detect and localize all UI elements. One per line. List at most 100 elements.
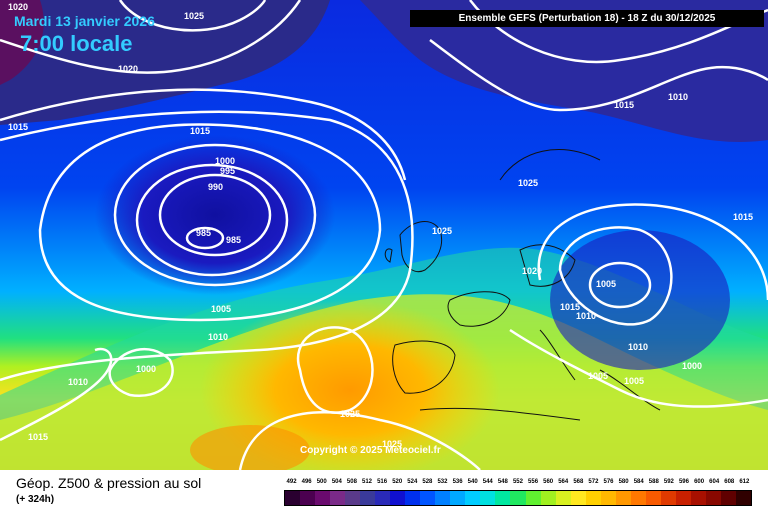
north-africa-coast <box>419 407 581 421</box>
isobar-label: 1015 <box>560 302 580 312</box>
forecast-lead-time: (+ 324h) <box>16 494 55 505</box>
run-info-banner: Ensemble GEFS (Perturbation 18) - 18 Z d… <box>410 10 764 27</box>
isobar-label: 1005 <box>624 376 644 386</box>
scale-label: 516 <box>377 479 388 485</box>
warm-core <box>190 425 310 470</box>
scale-label: 568 <box>573 479 584 485</box>
isobar-label: 1015 <box>733 212 753 222</box>
isobar-label: 1010 <box>668 92 688 102</box>
scale-label: 596 <box>678 479 689 485</box>
scale-swatch <box>465 491 481 505</box>
isobar-1010-east <box>429 39 768 112</box>
isobar-1000 <box>113 143 317 287</box>
isobar-985 <box>185 226 225 250</box>
central-europe <box>519 244 576 287</box>
scale-label: 492 <box>286 479 297 485</box>
isobar-label: 1015 <box>614 100 634 110</box>
scale-swatch <box>480 491 496 505</box>
isobar-label: 1015 <box>8 122 28 132</box>
isobar-label: 1015 <box>28 432 48 442</box>
isobar-label: 985 <box>226 235 241 245</box>
scale-label: 576 <box>603 479 614 485</box>
scale-swatch <box>720 491 736 505</box>
scale-label: 520 <box>392 479 403 485</box>
isobar-1015-a <box>0 88 407 181</box>
isobar-label: 1010 <box>68 377 88 387</box>
isobar-lines <box>0 0 768 470</box>
iberia-coast <box>392 340 456 394</box>
polar-core <box>0 0 44 85</box>
isobar-1010-east-b <box>537 203 768 301</box>
scale-swatch <box>345 491 361 505</box>
isobar-1015-south <box>509 328 768 408</box>
isobar-label: 1020 <box>522 266 542 276</box>
scale-swatch <box>600 491 616 505</box>
isobar-1025-south <box>296 326 374 414</box>
isobar-label: 1015 <box>190 126 210 136</box>
isobar-label: 995 <box>220 166 235 176</box>
scale-swatch <box>315 491 331 505</box>
scale-swatch <box>690 491 706 505</box>
scale-swatch <box>450 491 466 505</box>
forecast-date: Mardi 13 janvier 2026 <box>14 13 155 29</box>
isobar-1010 <box>0 110 414 382</box>
scale-swatch <box>330 491 346 505</box>
scale-swatch <box>630 491 646 505</box>
isobar-label: 1005 <box>588 371 608 381</box>
isobar-labels: 1020 1025 1020 1015 1015 1000 995 990 98… <box>8 2 753 449</box>
copyright-notice: Copyright © 2025 Meteociel.fr <box>300 445 441 456</box>
scale-swatch <box>660 491 676 505</box>
isobar-label: 1000 <box>682 361 702 371</box>
scale-label: 528 <box>422 479 433 485</box>
isobar-label: 1010 <box>576 311 596 321</box>
isobar-label: 1025 <box>432 226 452 236</box>
scale-label: 572 <box>588 479 599 485</box>
scale-swatch <box>420 491 436 505</box>
scale-label: 548 <box>497 479 508 485</box>
italy-coast <box>539 329 576 381</box>
isobar-label: 990 <box>208 182 223 192</box>
scale-swatch <box>285 491 301 505</box>
scale-swatch <box>390 491 406 505</box>
scale-label: 564 <box>558 479 569 485</box>
isobar-1000-east <box>588 261 652 309</box>
isobar-995 <box>135 163 289 277</box>
isobar-label: 1020 <box>8 2 28 12</box>
scandinavia-coast <box>499 149 601 181</box>
scale-swatch <box>570 491 586 505</box>
scale-label: 560 <box>543 479 554 485</box>
scale-swatch <box>495 491 511 505</box>
scale-label: 496 <box>301 479 312 485</box>
scale-swatch <box>525 491 541 505</box>
isobar-1000-west <box>108 347 174 398</box>
scale-label: 540 <box>467 479 478 485</box>
isobar-label: 985 <box>196 228 211 238</box>
scale-label: 592 <box>663 479 674 485</box>
cold-region <box>0 0 330 125</box>
color-scale-bar <box>284 490 752 506</box>
scale-label: 580 <box>618 479 629 485</box>
coastlines <box>384 149 661 421</box>
scale-label: 500 <box>316 479 327 485</box>
scale-label: 544 <box>482 479 493 485</box>
scale-swatch <box>615 491 631 505</box>
cold-region-east <box>360 0 768 143</box>
map-title: Géop. Z500 & pression au sol <box>16 475 202 491</box>
france-coast <box>447 291 511 327</box>
isobar-1020-south <box>238 411 481 470</box>
isobar-1005 <box>38 123 382 322</box>
map-footer: Géop. Z500 & pression au sol (+ 324h) 49… <box>0 470 768 512</box>
scale-swatch <box>735 491 751 505</box>
isobar-label: 1020 <box>118 64 138 74</box>
map-canvas: 1020 1025 1020 1015 1015 1000 995 990 98… <box>0 0 768 470</box>
scale-label: 504 <box>331 479 342 485</box>
balkans-coast <box>599 369 661 411</box>
scale-label: 612 <box>739 479 750 485</box>
isobar-1025 <box>118 0 267 32</box>
isobar-label: 1025 <box>518 178 538 188</box>
isobar-label: 1005 <box>596 279 616 289</box>
scale-label: 604 <box>709 479 720 485</box>
isobar-label: 1010 <box>208 332 228 342</box>
scale-swatch <box>435 491 451 505</box>
weather-map: 1020 1025 1020 1015 1015 1000 995 990 98… <box>0 0 768 470</box>
